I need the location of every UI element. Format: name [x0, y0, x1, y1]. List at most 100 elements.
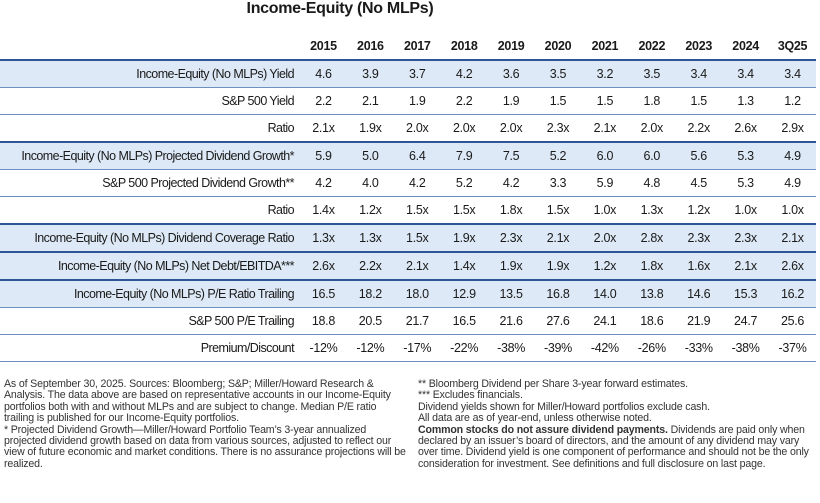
column-header: 2022: [628, 32, 676, 61]
cell: 18.8: [300, 307, 347, 335]
cell: 1.0x: [769, 196, 816, 225]
row-label: Income-Equity (No MLPs) Projected Divide…: [0, 142, 300, 170]
cell: 3.4: [675, 60, 723, 88]
cell: 1.9: [487, 87, 535, 115]
table-row: Premium/Discount -12% -12% -17% -22% -38% -39%…: [0, 334, 816, 362]
cell: 16.5: [300, 280, 347, 308]
footnote: All data are as of year-end, unless othe…: [418, 412, 652, 425]
cell: 1.4x: [300, 196, 347, 225]
cell: 1.5: [581, 87, 629, 115]
cell: 1.5x: [393, 196, 441, 225]
cell: 1.3x: [628, 196, 676, 225]
cell: -33%: [675, 334, 723, 362]
cell: 12.9: [440, 280, 488, 308]
cell: 1.9x: [534, 252, 582, 281]
cell: -39%: [534, 334, 582, 362]
cell: -12%: [346, 334, 394, 362]
cell: 4.2: [393, 169, 441, 197]
cell: 25.6: [769, 307, 816, 335]
column-header: 2021: [581, 32, 629, 61]
cell: 1.5x: [393, 224, 441, 253]
cell: 3.3: [534, 169, 582, 197]
cell: 7.9: [440, 142, 488, 170]
cell: 2.3x: [534, 114, 582, 143]
cell: 18.6: [628, 307, 676, 335]
cell: 5.2: [440, 169, 488, 197]
cell: 1.5: [675, 87, 723, 115]
disclaimer: Common stocks do not assure dividend pay…: [418, 423, 816, 471]
cell: 2.1x: [769, 224, 816, 253]
cell: 1.5x: [534, 196, 582, 225]
cell: 5.3: [722, 142, 770, 170]
table-row: Ratio 2.1x 1.9x 2.0x 2.0x 2.0x 2.3x 2.1x 2.0x 2.2…: [0, 114, 816, 143]
cell: 2.1x: [722, 252, 770, 281]
table-row: S&P 500 P/E Trailing 18.8 20.5 21.7 16.5 21.6…: [0, 307, 816, 335]
cell: 1.2: [769, 87, 816, 115]
disclaimer-bold: Common stocks do not assure dividend pay…: [418, 423, 668, 436]
column-header: 2016: [346, 32, 394, 61]
row-label: Premium/Discount: [0, 334, 300, 362]
cell: 2.2: [440, 87, 488, 115]
cell: 2.0x: [581, 224, 629, 253]
cell: 1.2x: [581, 252, 629, 281]
cell: -42%: [581, 334, 629, 362]
cell: 2.1x: [393, 252, 441, 281]
cell: 13.8: [628, 280, 676, 308]
column-header: 2017: [393, 32, 441, 61]
cell: 2.6x: [769, 252, 816, 281]
notes-left: As of September 30, 2025. Sources: Bloom…: [4, 378, 408, 470]
data-table: 2015 2016 2017 2018 2019 2020 2021 2022 2023 2024…: [0, 32, 816, 362]
table-row: Income-Equity (No MLPs) P/E Ratio Traili…: [0, 280, 816, 308]
cell: 2.0x: [393, 114, 441, 143]
cell: 2.3x: [675, 224, 723, 253]
cell: 4.6: [300, 60, 347, 88]
cell: -38%: [722, 334, 770, 362]
cell: 1.5: [534, 87, 582, 115]
cell: 2.6x: [300, 252, 347, 281]
cell: 3.4: [769, 60, 816, 88]
cell: 21.9: [675, 307, 723, 335]
cell: 3.4: [722, 60, 770, 88]
cell: 18.2: [346, 280, 394, 308]
table-row: S&P 500 Projected Dividend Growth** 4.2 4.…: [0, 169, 816, 197]
table-row: Income-Equity (No MLPs) Projected Divide…: [0, 142, 816, 170]
column-header: 3Q25: [769, 32, 816, 61]
column-header: 2020: [534, 32, 582, 61]
footnote: *** Excludes financials.: [418, 389, 523, 402]
cell: 6.0: [628, 142, 676, 170]
cell: 24.1: [581, 307, 629, 335]
cell: 21.7: [393, 307, 441, 335]
row-label: S&P 500 Yield: [0, 87, 300, 115]
table-row: Income-Equity (No MLPs) Yield 4.6 3.9 3.7 4.…: [0, 60, 816, 88]
cell: 3.5: [628, 60, 676, 88]
column-header: 2023: [675, 32, 723, 61]
cell: 2.1: [346, 87, 394, 115]
disclaimer-text: Dividends are paid only when declared by…: [418, 423, 809, 470]
cell: 1.8x: [628, 252, 676, 281]
cell: 4.2: [487, 169, 535, 197]
column-header: 2019: [487, 32, 535, 61]
cell: 1.9x: [440, 224, 488, 253]
cell: 2.2: [300, 87, 347, 115]
cell: 16.2: [769, 280, 816, 308]
cell: 14.6: [675, 280, 723, 308]
header-row: 2015 2016 2017 2018 2019 2020 2021 2022 2023 2024…: [0, 32, 816, 61]
cell: 1.3: [722, 87, 770, 115]
cell: 27.6: [534, 307, 582, 335]
cell: 3.6: [487, 60, 535, 88]
cell: -12%: [300, 334, 347, 362]
row-label: S&P 500 Projected Dividend Growth**: [0, 169, 300, 197]
column-header: 2015: [300, 32, 347, 61]
row-label: Ratio: [0, 196, 300, 225]
cell: 6.0: [581, 142, 629, 170]
footnote: Dividend yields shown for Miller/Howard …: [418, 400, 710, 413]
footnote: ** Bloomberg Dividend per Share 3-year f…: [418, 378, 688, 390]
cell: 5.9: [300, 142, 347, 170]
cell: 4.2: [440, 60, 488, 88]
cell: 5.0: [346, 142, 394, 170]
cell: 2.3x: [487, 224, 535, 253]
cell: 1.8x: [487, 196, 535, 225]
cell: 16.8: [534, 280, 582, 308]
cell: 4.9: [769, 142, 816, 170]
